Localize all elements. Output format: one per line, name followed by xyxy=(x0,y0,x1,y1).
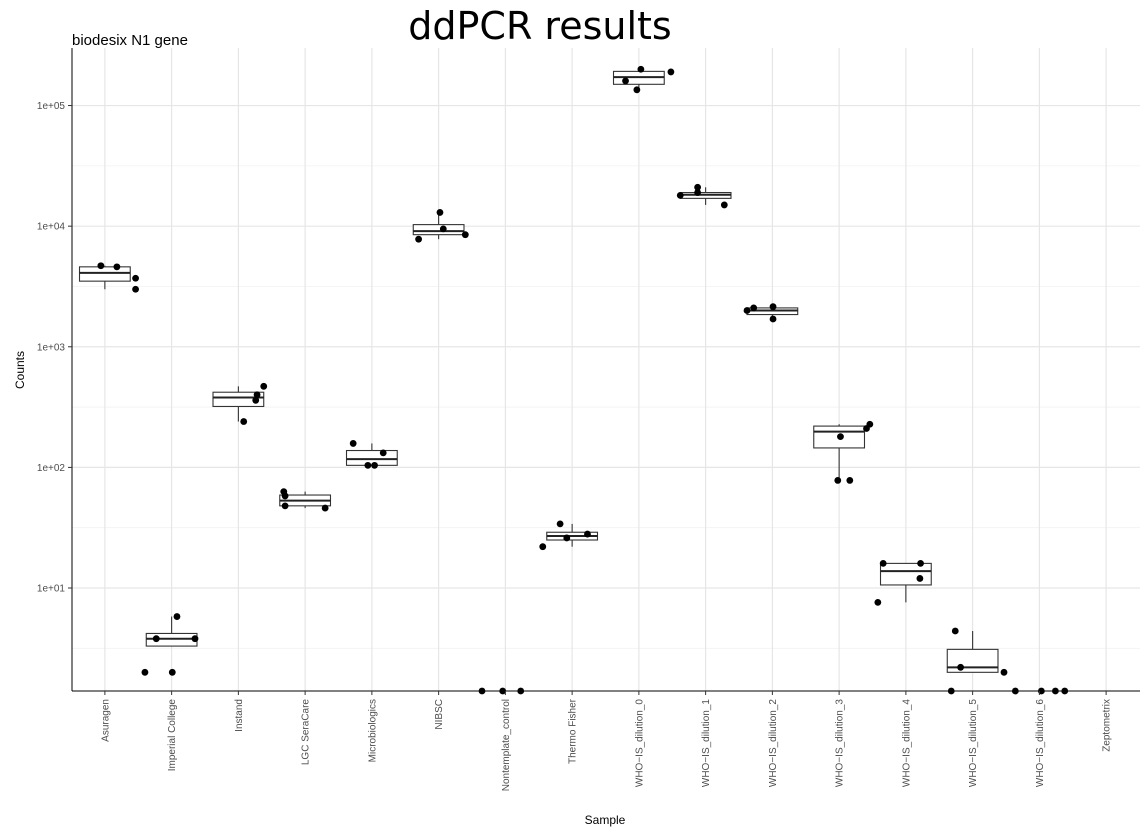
data-point xyxy=(917,559,924,567)
data-point xyxy=(260,382,268,390)
y-tick-label: 1e+01 xyxy=(37,584,66,595)
data-point xyxy=(637,65,645,73)
x-tick-label: Imperial College xyxy=(167,699,178,772)
box-series xyxy=(78,69,999,673)
data-point xyxy=(957,663,965,671)
data-point xyxy=(556,520,564,528)
box-iqr xyxy=(879,562,932,586)
data-point xyxy=(371,461,378,469)
data-point xyxy=(281,502,289,510)
data-point xyxy=(415,235,422,243)
chart-subtitle: biodesix N1 gene xyxy=(72,32,188,49)
x-axis-title: Sample xyxy=(585,813,626,827)
data-point xyxy=(191,635,199,643)
data-point xyxy=(694,189,702,196)
y-tick-label: 1e+04 xyxy=(37,222,66,233)
data-point xyxy=(1000,668,1008,676)
data-point xyxy=(694,183,702,191)
data-point xyxy=(132,285,139,293)
box-iqr xyxy=(212,391,265,408)
box-plot xyxy=(279,491,332,509)
y-axis-ticks: 1e+01 1e+02 1e+03 1e+04 1e+05 xyxy=(37,101,72,595)
data-point xyxy=(152,635,160,643)
data-point xyxy=(113,263,121,271)
data-point xyxy=(253,391,261,399)
box-iqr xyxy=(78,266,131,282)
major-grid xyxy=(72,48,1140,691)
data-point xyxy=(951,627,959,635)
box-iqr xyxy=(946,648,999,673)
y-tick-label: 1e+02 xyxy=(37,463,66,474)
data-point xyxy=(584,530,591,538)
data-point xyxy=(252,396,260,404)
data-point xyxy=(769,315,777,323)
data-point xyxy=(667,68,675,76)
data-point xyxy=(676,191,684,199)
x-tick-label: LGC SeraCare xyxy=(301,699,312,766)
data-point xyxy=(879,559,887,567)
data-point xyxy=(622,77,629,85)
box-plot xyxy=(212,386,265,422)
data-point xyxy=(97,262,105,270)
x-tick-label: Instand xyxy=(234,699,245,732)
x-tick-label: WHO−IS_dilution_2 xyxy=(768,699,779,788)
data-point xyxy=(168,668,176,676)
data-point xyxy=(769,303,777,311)
x-tick-label: WHO−IS_dilution_0 xyxy=(634,699,645,788)
x-tick-label: WHO−IS_dilution_3 xyxy=(835,699,846,788)
data-point xyxy=(364,461,372,469)
data-point xyxy=(846,477,854,484)
data-point xyxy=(874,598,882,606)
x-tick-label: Microbiologics xyxy=(367,699,378,762)
y-tick-label: 1e+05 xyxy=(37,101,66,112)
x-tick-label: WHO−IS_dilution_5 xyxy=(968,699,979,788)
data-point xyxy=(837,433,844,441)
data-point xyxy=(720,201,728,209)
data-point xyxy=(240,418,248,425)
data-point xyxy=(563,534,571,542)
data-point xyxy=(916,575,924,582)
data-point xyxy=(321,504,329,512)
data-point xyxy=(539,543,547,551)
x-tick-label: WHO−IS_dilution_6 xyxy=(1035,699,1046,788)
data-point xyxy=(461,231,469,239)
x-tick-label: Asuragen xyxy=(100,699,111,742)
data-point xyxy=(866,420,874,428)
x-tick-label: NIBSC xyxy=(434,699,445,730)
data-point xyxy=(281,492,289,500)
point-series xyxy=(97,65,1069,695)
data-point xyxy=(633,86,641,94)
x-tick-label: Nontemplate_control xyxy=(501,699,512,791)
data-point xyxy=(436,209,444,216)
data-point xyxy=(132,274,139,282)
plot-panel xyxy=(72,48,1140,691)
page-title: ddPCR results xyxy=(408,4,672,48)
y-axis-title: Counts xyxy=(13,351,27,389)
data-point xyxy=(743,307,751,314)
x-tick-label: Zeptometrix xyxy=(1102,699,1113,752)
data-point xyxy=(834,477,842,484)
data-point xyxy=(173,613,181,620)
x-tick-label: WHO−IS_dilution_4 xyxy=(901,699,912,788)
data-point xyxy=(439,225,447,233)
data-point xyxy=(349,440,357,447)
minor-grid xyxy=(72,165,1140,649)
x-tick-label: Thermo Fisher xyxy=(568,698,579,764)
box-plot xyxy=(78,265,131,290)
x-axis-ticks: Asuragen Imperial College Instand LGC SeraC… xyxy=(100,691,1113,791)
data-point xyxy=(141,668,149,676)
box-iqr xyxy=(412,224,465,236)
x-tick-label: WHO−IS_dilution_1 xyxy=(701,699,712,788)
data-point xyxy=(379,449,387,457)
data-point xyxy=(750,304,758,312)
box-iqr xyxy=(345,449,398,466)
y-tick-label: 1e+03 xyxy=(37,342,66,353)
